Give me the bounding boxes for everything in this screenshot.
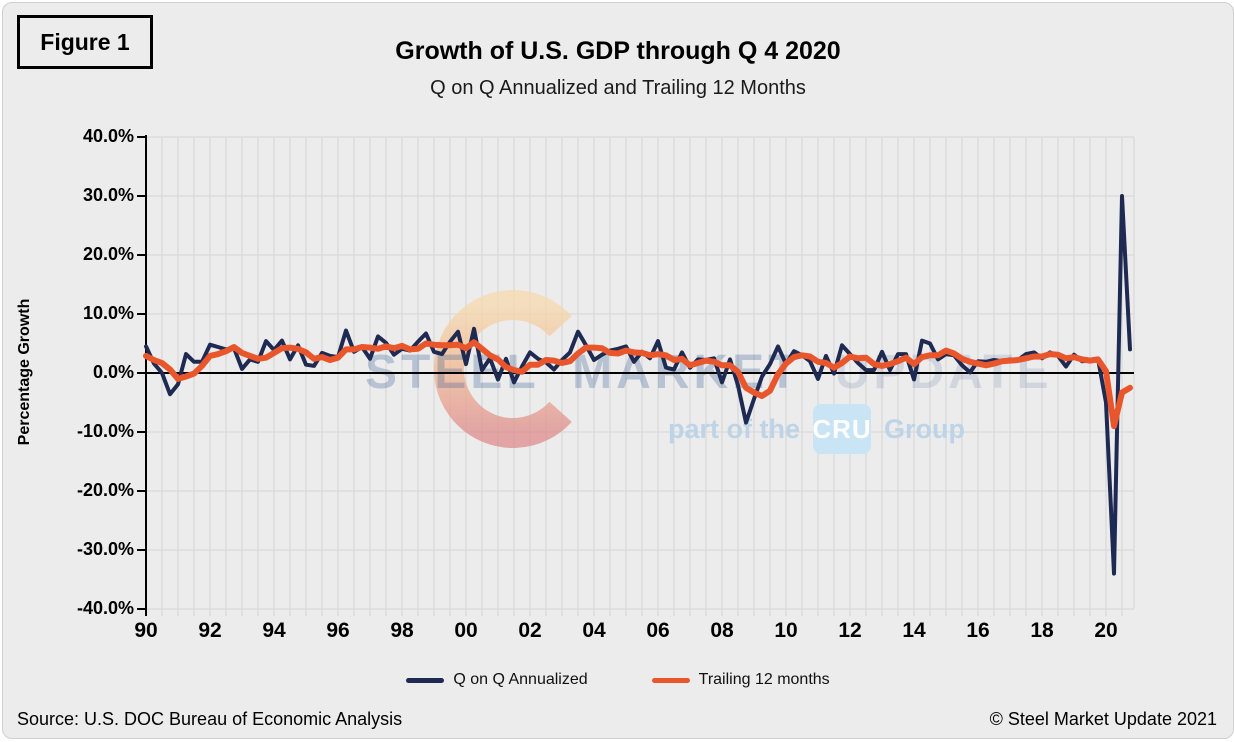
- source-note: Source: U.S. DOC Bureau of Economic Anal…: [17, 709, 403, 729]
- x-tick-label: 96: [326, 619, 350, 642]
- axis-labels-layer: Percentage Growth 40.0% 30.0% 20.0% 10.0% 0.…: [3, 3, 1234, 742]
- x-tick-label: 08: [710, 619, 734, 642]
- watermark-tagline: part of the CRU Group: [668, 404, 965, 454]
- x-tick-label: 18: [1030, 619, 1054, 642]
- qonq-line-swatch-icon: [406, 677, 445, 683]
- x-tick-label: 14: [902, 619, 926, 642]
- y-tick-label: -20.0%: [76, 480, 134, 500]
- figure-number-label: Figure 1: [40, 28, 130, 55]
- watermark-crescent-icon: [434, 290, 572, 448]
- x-tick-label: 06: [646, 619, 670, 642]
- y-tick-label: 20.0%: [82, 244, 134, 264]
- x-tick-label: 00: [454, 619, 478, 642]
- copyright-note: © Steel Market Update 2021: [989, 709, 1217, 729]
- x-tick-label: 02: [518, 619, 542, 642]
- x-tick-label: 20: [1094, 619, 1118, 642]
- y-tick-label: 10.0%: [82, 303, 134, 323]
- x-tick-label: 90: [134, 619, 158, 642]
- cru-logo-text: CRU: [812, 413, 872, 444]
- chart-series: [143, 194, 1134, 576]
- chart-subtitle: Q on Q Annualized and Trailing 12 Months: [430, 77, 806, 99]
- legend-item-qonq: Q on Q Annualized: [406, 671, 588, 689]
- x-tick-label: 94: [262, 619, 286, 642]
- y-tick-label: 40.0%: [82, 126, 134, 146]
- y-tick-label: -10.0%: [76, 421, 134, 441]
- y-tick-label: -40.0%: [76, 598, 134, 618]
- y-tick-label: 30.0%: [82, 185, 134, 205]
- x-tick-label: 12: [838, 619, 862, 642]
- x-tick-label: 04: [582, 619, 606, 642]
- legend-item-trailing: Trailing 12 months: [651, 671, 830, 689]
- chart-legend: Q on Q Annualized Trailing 12 months: [3, 671, 1233, 689]
- x-tick-label: 10: [774, 619, 798, 642]
- y-axis-title: Percentage Growth: [16, 298, 33, 446]
- figure-number-box: Figure 1: [17, 15, 153, 69]
- y-tick-label: 0.0%: [92, 362, 134, 382]
- trailing-line-swatch-icon: [651, 677, 690, 683]
- chart-title: Growth of U.S. GDP through Q 4 2020: [395, 37, 841, 65]
- x-tick-label: 98: [390, 619, 414, 642]
- x-tick-label: 16: [966, 619, 990, 642]
- cru-logo: CRU: [812, 404, 872, 454]
- tagline-prefix: part of the: [668, 413, 800, 444]
- y-tick-label: -30.0%: [76, 539, 134, 559]
- legend-label-qonq: Q on Q Annualized: [453, 671, 588, 688]
- tagline-suffix: Group: [884, 413, 965, 444]
- x-tick-label: 92: [198, 619, 222, 642]
- legend-label-trailing: Trailing 12 months: [698, 671, 830, 688]
